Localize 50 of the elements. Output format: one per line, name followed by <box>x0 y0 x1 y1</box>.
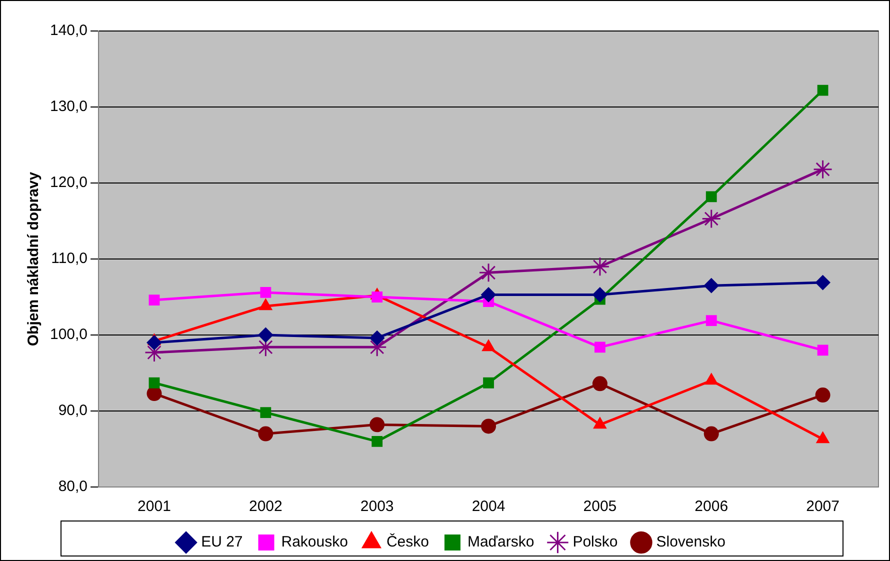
point <box>481 287 496 302</box>
point <box>370 417 385 432</box>
point <box>483 377 494 388</box>
x-tick-label: 2004 <box>472 498 506 516</box>
point <box>260 286 272 298</box>
point <box>372 292 383 302</box>
point <box>813 160 833 180</box>
point <box>260 407 272 418</box>
point <box>817 344 828 356</box>
x-tick-label: 2003 <box>360 498 394 516</box>
point <box>706 191 717 202</box>
point <box>148 377 160 388</box>
point <box>258 328 274 342</box>
x-tick-label: 2005 <box>583 498 617 516</box>
legend-label: Rakousko <box>281 534 348 551</box>
y-tick-label: 110,0 <box>51 250 88 268</box>
legend-label: Polsko <box>572 534 618 551</box>
point <box>704 426 719 442</box>
y-tick-label: 140,0 <box>50 22 88 40</box>
y-tick-label: 120,0 <box>50 174 88 192</box>
y-tick-label: 130,0 <box>50 98 88 116</box>
point <box>815 388 830 403</box>
point <box>481 418 496 434</box>
point <box>817 84 828 96</box>
legend-label: EU 27 <box>201 534 243 551</box>
x-tick-label: 2006 <box>694 498 728 516</box>
point <box>146 335 162 350</box>
legend-label: Slovensko <box>656 534 726 551</box>
point <box>592 287 608 302</box>
point <box>478 262 498 282</box>
x-tick-label: 2001 <box>138 498 171 516</box>
point <box>592 376 608 392</box>
legend-label: Česko <box>386 532 429 551</box>
x-tick-label: 2002 <box>248 498 282 516</box>
point <box>370 330 385 346</box>
legend-label: Maďarsko <box>467 534 534 551</box>
point <box>148 294 160 306</box>
point <box>815 275 830 290</box>
point <box>258 426 274 442</box>
point <box>704 278 719 294</box>
point <box>590 256 610 276</box>
point <box>372 436 383 447</box>
y-axis-title: Objem nákladní dopravy <box>25 171 42 346</box>
x-tick-label: 2007 <box>806 498 840 516</box>
y-tick-label: 90,0 <box>58 402 88 420</box>
point <box>706 315 717 326</box>
point <box>594 342 606 353</box>
y-tick-label: 80,0 <box>58 478 88 496</box>
point <box>702 208 722 228</box>
y-tick-label: 100,0 <box>50 326 88 344</box>
